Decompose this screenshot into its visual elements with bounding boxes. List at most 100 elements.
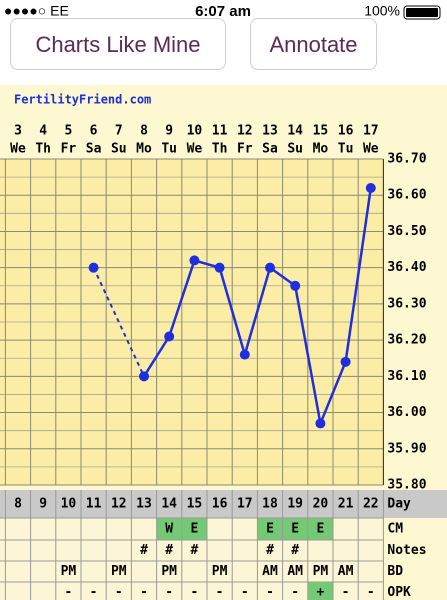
table-cell: PM bbox=[313, 564, 329, 579]
day-label: 12 bbox=[237, 124, 253, 139]
weekday-label: Su bbox=[111, 142, 127, 157]
y-tick-label: 35.80 bbox=[387, 478, 426, 493]
day-label: 4 bbox=[39, 124, 47, 139]
y-tick-label: 36.10 bbox=[387, 369, 426, 384]
y-tick-label: 36.20 bbox=[387, 333, 426, 348]
temperature-point bbox=[315, 418, 326, 429]
cycle-day: 21 bbox=[338, 497, 354, 512]
table-cell: E bbox=[266, 522, 274, 537]
cycle-day: 20 bbox=[313, 497, 329, 512]
table-cell: - bbox=[90, 585, 98, 600]
cycle-day: 22 bbox=[363, 497, 379, 512]
day-label: 13 bbox=[262, 124, 278, 139]
table-cell: - bbox=[190, 585, 198, 600]
weekday-label: Th bbox=[212, 142, 228, 157]
highlight-cell bbox=[282, 518, 308, 540]
cycle-day: 18 bbox=[262, 497, 278, 512]
cycle-day: 13 bbox=[136, 497, 152, 512]
y-tick-label: 36.30 bbox=[387, 296, 426, 311]
table-cell: - bbox=[64, 585, 72, 600]
highlight-cell bbox=[181, 518, 207, 540]
table-cell: - bbox=[115, 585, 123, 600]
table-cell: # bbox=[266, 543, 274, 558]
temperature-point bbox=[239, 349, 250, 360]
temperature-line bbox=[142, 187, 373, 428]
highlight-cell bbox=[156, 518, 182, 540]
table-cell: - bbox=[367, 585, 375, 600]
cycle-day: 10 bbox=[61, 497, 77, 512]
cycle-day: 16 bbox=[212, 497, 228, 512]
annotate-button[interactable]: Annotate bbox=[250, 18, 377, 70]
temperature-point bbox=[189, 255, 200, 266]
cycle-day: 19 bbox=[287, 497, 303, 512]
table-cell: E bbox=[316, 522, 324, 537]
table-cell: # bbox=[291, 543, 299, 558]
gap-connector bbox=[92, 267, 145, 377]
cycle-day: 15 bbox=[187, 497, 203, 512]
table-cell: PM bbox=[111, 564, 127, 579]
brand: FertilityFriend.com bbox=[14, 93, 151, 107]
table-cell: AM bbox=[287, 564, 303, 579]
status-bar: ●●●●○ EE 6:07 am 100% bbox=[4, 3, 441, 20]
table-cell: PM bbox=[212, 564, 228, 579]
table-cell: # bbox=[140, 543, 148, 558]
table-cell: + bbox=[316, 585, 324, 600]
weekday-label: Sa bbox=[86, 142, 102, 157]
clock: 6:07 am bbox=[195, 3, 251, 20]
temperature-point bbox=[265, 262, 275, 273]
day-label: 16 bbox=[338, 124, 354, 139]
table-cell: - bbox=[241, 585, 249, 600]
cycle-day: 8 bbox=[14, 497, 22, 512]
day-label: 9 bbox=[165, 124, 173, 139]
weekday-label: We bbox=[363, 142, 379, 157]
table-cell: # bbox=[165, 543, 173, 558]
charts-like-mine-button[interactable]: Charts Like Mine bbox=[10, 18, 226, 70]
temperature-point bbox=[290, 280, 301, 291]
day-label: 6 bbox=[90, 124, 98, 139]
temperature-point bbox=[164, 331, 175, 342]
row-label: OPK bbox=[387, 585, 411, 600]
day-label: 8 bbox=[140, 124, 148, 139]
weekday-label: Mo bbox=[136, 142, 152, 157]
y-tick-label: 36.60 bbox=[387, 188, 426, 203]
table-cell: AM bbox=[262, 564, 278, 579]
table-cell: - bbox=[266, 585, 274, 600]
table-header-bg bbox=[0, 490, 447, 518]
y-tick-label: 36.00 bbox=[387, 405, 426, 420]
day-label: 15 bbox=[313, 124, 329, 139]
day-label: 10 bbox=[187, 124, 203, 139]
table-cell: - bbox=[140, 585, 148, 600]
battery-percent: 100% bbox=[364, 3, 400, 19]
cycle-day: 12 bbox=[111, 497, 127, 512]
battery-level bbox=[406, 8, 438, 17]
day-label: 5 bbox=[64, 124, 72, 139]
day-label: 3 bbox=[14, 124, 22, 139]
weekday-label: Fr bbox=[237, 142, 253, 157]
highlight-cell bbox=[307, 518, 333, 540]
cycle-day: 11 bbox=[86, 497, 102, 512]
cycle-day: 17 bbox=[237, 497, 253, 512]
row-label: BD bbox=[387, 564, 403, 579]
weekday-label: Tu bbox=[161, 142, 177, 157]
cycle-day: 14 bbox=[161, 497, 177, 512]
weekday-label: We bbox=[187, 142, 203, 157]
day-label: 14 bbox=[287, 124, 303, 139]
table-cell: E bbox=[291, 522, 299, 537]
temperature-point bbox=[139, 371, 149, 382]
table-cell: - bbox=[342, 585, 350, 600]
temperature-point bbox=[214, 262, 225, 273]
y-tick-label: 36.70 bbox=[387, 152, 426, 167]
table-cell: # bbox=[190, 543, 198, 558]
highlight-cell bbox=[307, 582, 333, 600]
weekday-label: We bbox=[10, 142, 26, 157]
table-cell: AM bbox=[338, 564, 354, 579]
day-label: 7 bbox=[115, 124, 123, 139]
temperature-point bbox=[365, 182, 376, 193]
y-tick-label: 36.50 bbox=[387, 224, 426, 239]
weekday-label: Th bbox=[35, 142, 51, 157]
cycle-day: 9 bbox=[39, 497, 47, 512]
day-label: 11 bbox=[212, 124, 228, 139]
table-cell: W bbox=[165, 522, 173, 537]
temperature-point bbox=[340, 356, 351, 367]
